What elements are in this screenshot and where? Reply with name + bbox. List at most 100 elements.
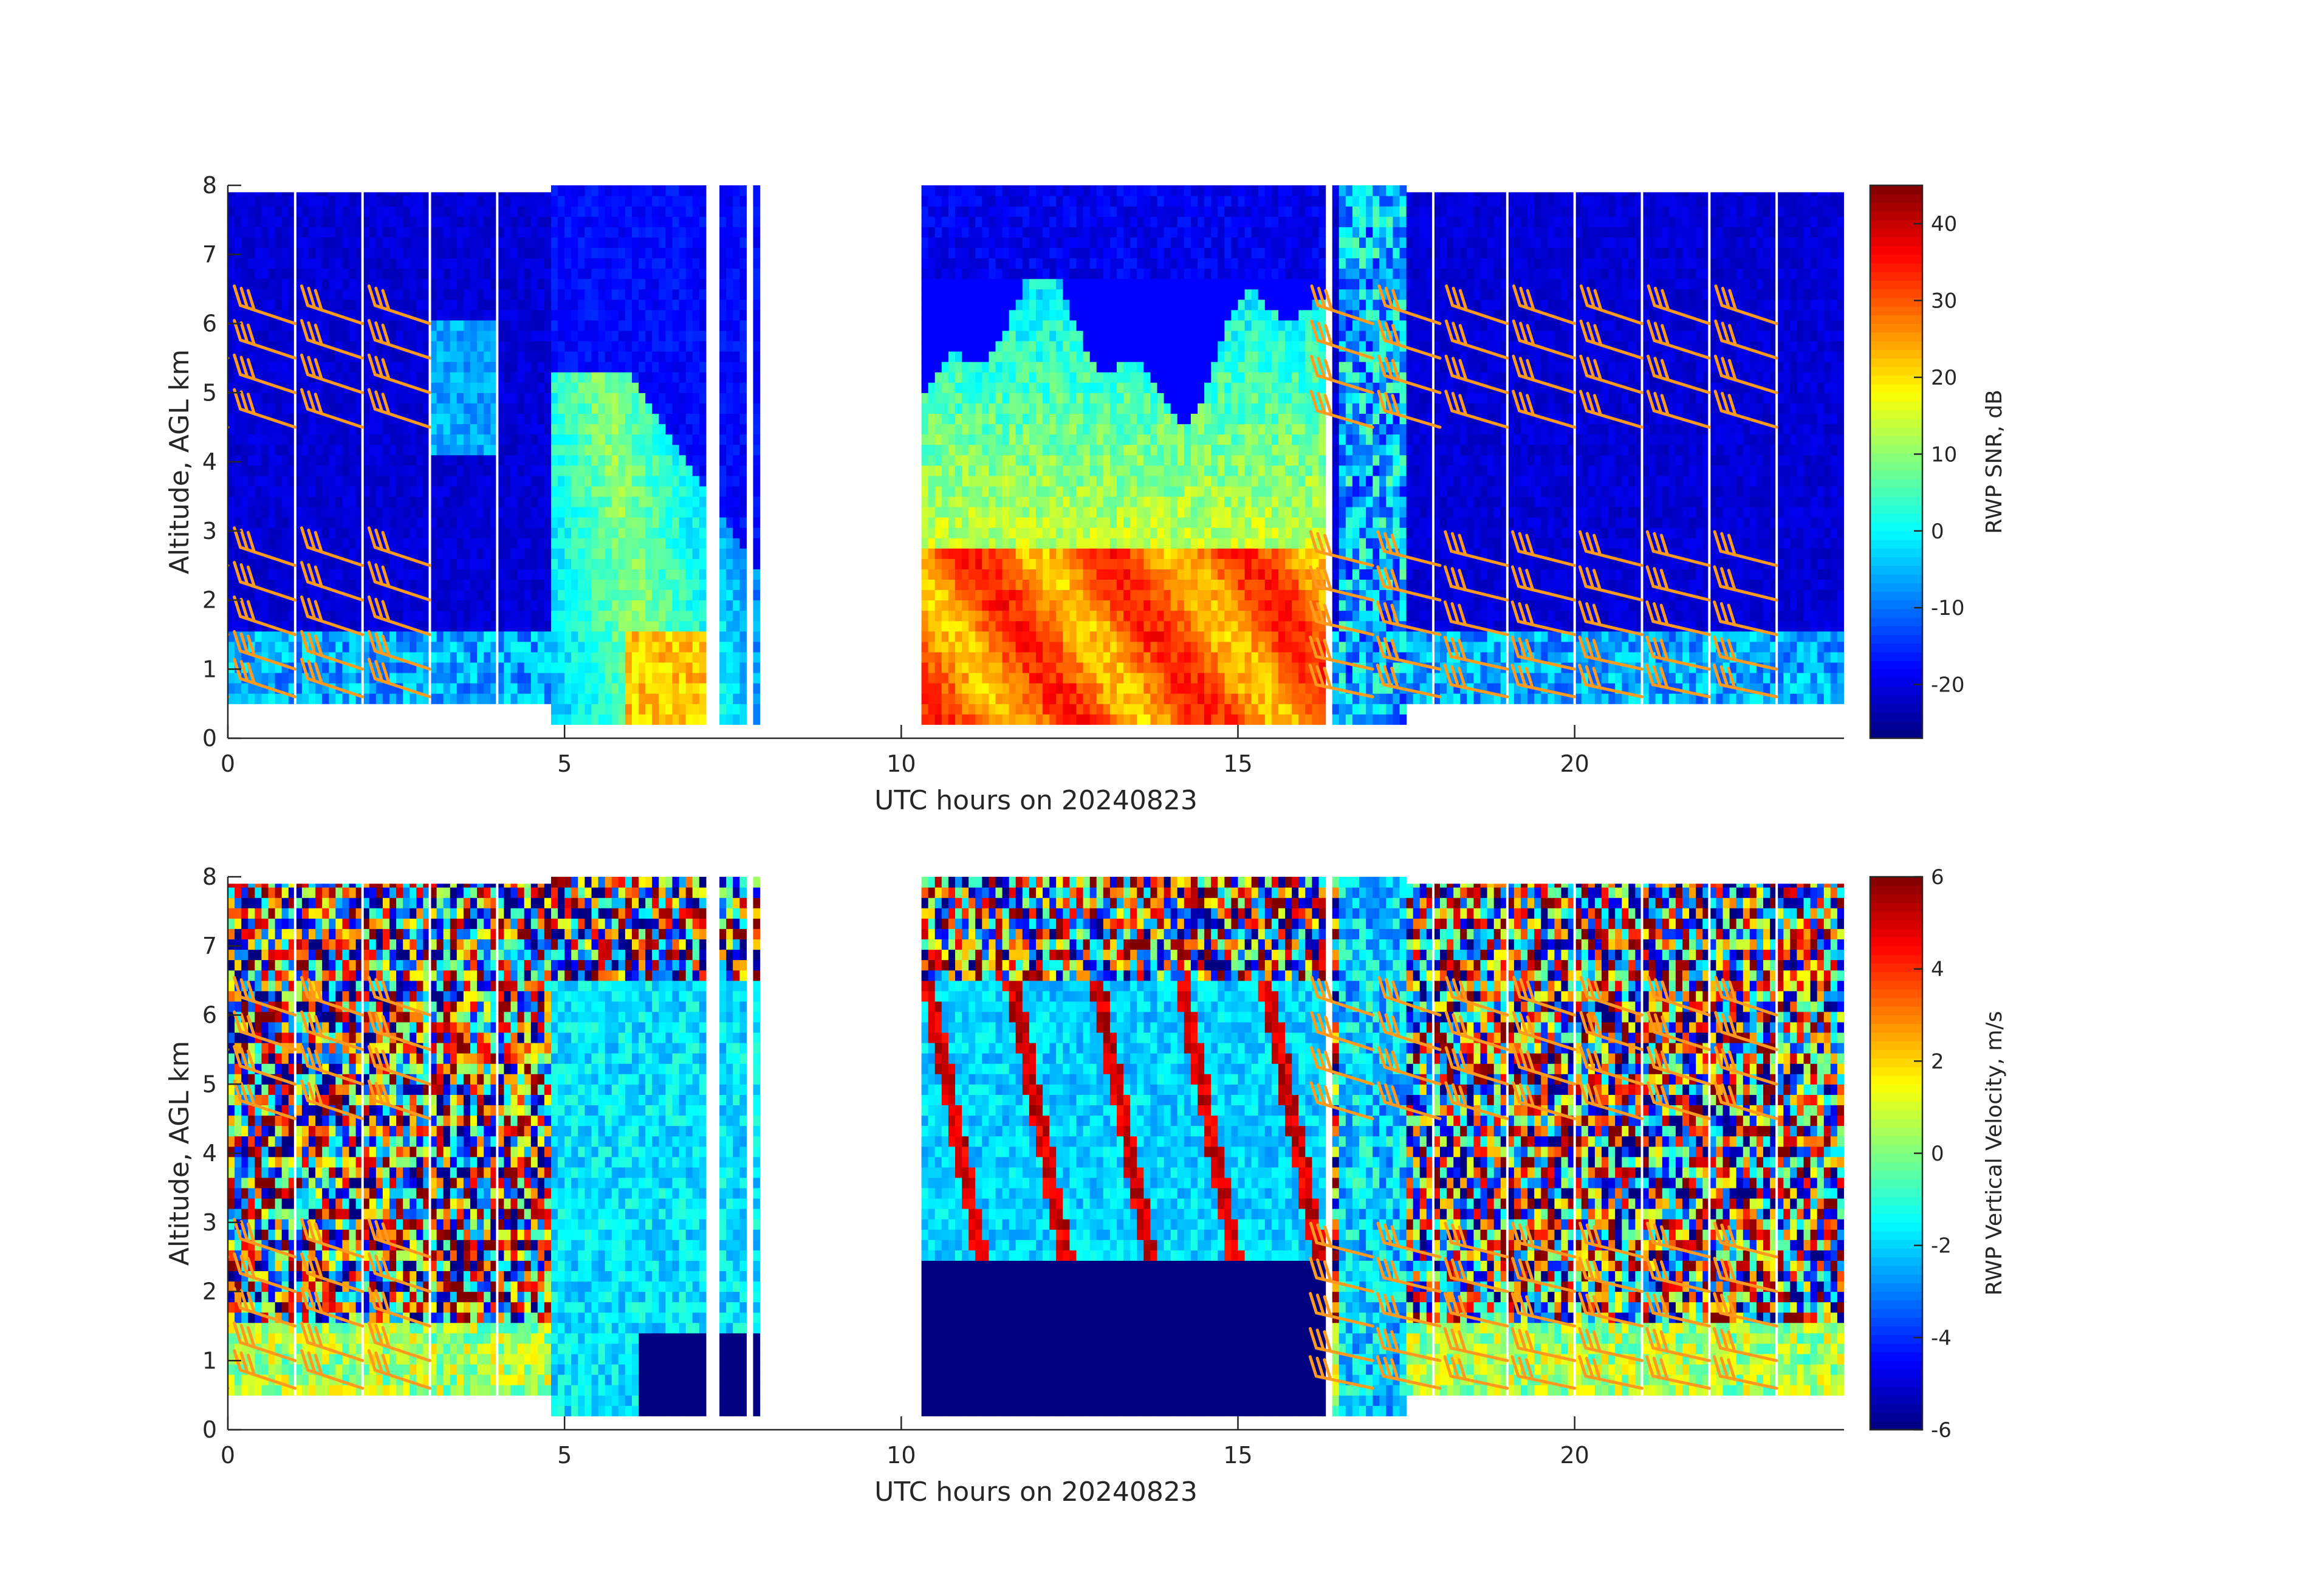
heatmap-cell [665, 558, 673, 569]
heatmap-cell [342, 527, 350, 538]
heatmap-cell [463, 569, 471, 580]
heatmap-cell [928, 247, 936, 259]
heatmap-cell [955, 548, 962, 559]
heatmap-cell [975, 309, 982, 321]
heatmap-cell [423, 424, 431, 435]
heatmap-cell [753, 610, 761, 622]
heatmap-cell [537, 693, 545, 704]
heatmap-cell [611, 289, 619, 300]
heatmap-cell [416, 268, 423, 280]
heatmap-cell [1036, 309, 1043, 321]
heatmap-cell [335, 216, 343, 227]
heatmap-cell [699, 351, 707, 362]
heatmap-cell [268, 485, 276, 497]
heatmap-cell [1022, 351, 1030, 362]
heatmap-cell [659, 424, 666, 435]
heatmap-cell [470, 600, 478, 611]
heatmap-cell [248, 496, 255, 507]
heatmap-cell [497, 444, 504, 456]
heatmap-cell [301, 527, 309, 538]
heatmap-cell [948, 610, 956, 622]
heatmap-cell [369, 517, 377, 528]
heatmap-cell [228, 330, 235, 341]
heatmap-cell [928, 527, 936, 538]
heatmap-cell [652, 289, 659, 300]
heatmap-cell [1015, 216, 1023, 227]
heatmap-cell [315, 216, 323, 227]
heatmap-cell [955, 403, 962, 414]
heatmap-cell [1036, 268, 1043, 280]
heatmap-cell [362, 216, 370, 227]
heatmap-cell [544, 538, 552, 549]
heatmap-cell [598, 382, 606, 393]
heatmap-cell [928, 517, 936, 528]
heatmap-cell [484, 538, 491, 549]
heatmap-cell [968, 185, 976, 196]
heatmap-cell [1049, 558, 1057, 569]
heatmap-cell [228, 424, 235, 435]
heatmap-cell [551, 517, 558, 528]
heatmap-cell [941, 434, 949, 445]
heatmap-cell [1002, 600, 1010, 611]
heatmap-cell [450, 268, 458, 280]
heatmap-cell [295, 278, 303, 290]
heatmap-cell [632, 517, 639, 528]
heatmap-cell [355, 589, 363, 601]
heatmap-cell [692, 299, 700, 310]
heatmap-cell [248, 382, 255, 393]
heatmap-cell [645, 620, 653, 632]
heatmap-cell [739, 506, 747, 518]
heatmap-cell [537, 672, 545, 684]
heatmap-cell [639, 330, 646, 341]
heatmap-cell [558, 579, 565, 591]
heatmap-cell [928, 237, 936, 248]
heatmap-cell [611, 475, 619, 487]
heatmap-cell [699, 413, 707, 425]
heatmap-cell [921, 393, 929, 403]
heatmap-cell [544, 330, 552, 341]
heatmap-cell [537, 382, 545, 393]
heatmap-cell [416, 227, 423, 238]
heatmap-cell [309, 258, 316, 269]
heatmap-cell [235, 517, 242, 528]
heatmap-cell [753, 227, 761, 238]
heatmap-cell [1056, 496, 1063, 507]
heatmap-cell [248, 662, 255, 673]
heatmap-cell [699, 268, 707, 280]
heatmap-cell [995, 631, 1003, 642]
heatmap-cell [355, 320, 363, 331]
heatmap-cell [558, 704, 565, 715]
heatmap-cell [1002, 704, 1010, 715]
heatmap-cell [1056, 393, 1063, 403]
heatmap-cell [1015, 662, 1023, 673]
heatmap-cell [228, 641, 235, 653]
heatmap-cell [430, 506, 437, 518]
heatmap-cell [618, 320, 626, 331]
heatmap-cell [921, 517, 929, 528]
heatmap-cell [611, 506, 619, 518]
heatmap-cell [719, 330, 727, 341]
heatmap-cell [443, 610, 451, 622]
heatmap-cell [719, 704, 727, 715]
heatmap-cell [605, 496, 612, 507]
heatmap-cell [962, 714, 969, 725]
heatmap-cell [362, 393, 370, 403]
heatmap-cell [228, 278, 235, 290]
heatmap-cell [423, 403, 431, 414]
heatmap-cell [699, 548, 707, 559]
heatmap-cell [733, 247, 740, 259]
heatmap-cell [934, 454, 942, 466]
heatmap-cell [423, 569, 431, 580]
heatmap-cell [632, 662, 639, 673]
heatmap-cell [349, 382, 357, 393]
heatmap-cell [510, 600, 518, 611]
heatmap-cell [982, 351, 989, 362]
heatmap-cell [934, 393, 942, 403]
heatmap-cell [349, 320, 357, 331]
heatmap-cell [342, 683, 350, 694]
heatmap-cell [618, 589, 626, 601]
heatmap-cell [962, 227, 969, 238]
heatmap-cell [632, 620, 639, 632]
heatmap-cell [497, 382, 504, 393]
heatmap-cell [450, 610, 458, 622]
